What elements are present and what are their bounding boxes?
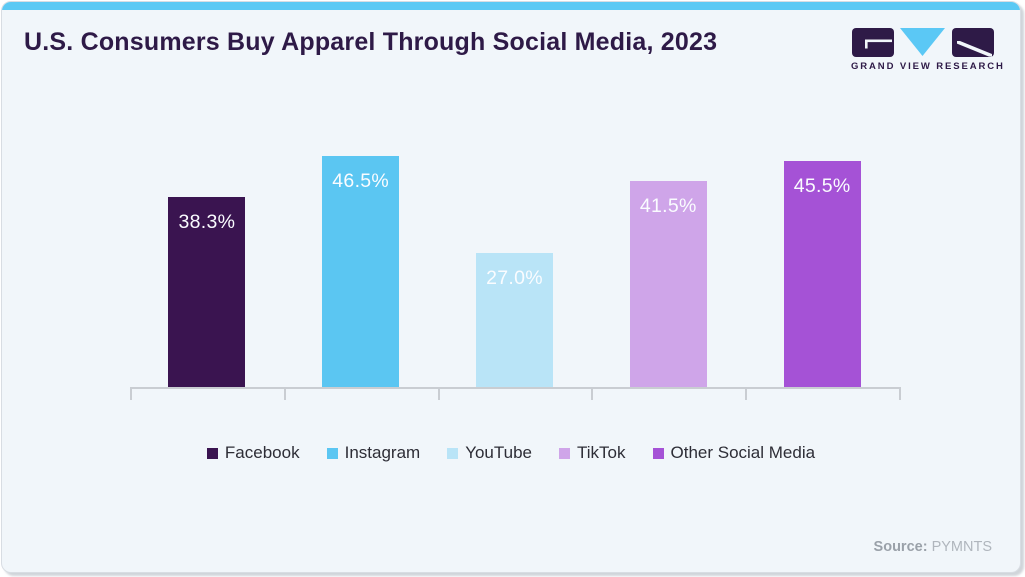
bar-youtube: 27.0% xyxy=(476,252,553,387)
legend-item-youtube: YouTube xyxy=(447,443,532,463)
gvr-logo-icon xyxy=(852,28,994,57)
chart-legend: Facebook Instagram YouTube TikTok Other Soci… xyxy=(2,443,1020,463)
brand-logo: GRAND VIEW RESEARCH xyxy=(851,27,1005,72)
x-axis-tick xyxy=(899,387,901,400)
x-axis-tick xyxy=(283,387,286,400)
bar-instagram: 46.5% xyxy=(322,155,400,387)
bar-tiktok: 41.5% xyxy=(629,180,707,387)
bar-facebook: 38.3% xyxy=(168,196,246,387)
legend-item-tiktok: TikTok xyxy=(559,443,626,463)
card-accent-strip xyxy=(2,2,1020,10)
bar-value-label: 46.5% xyxy=(332,169,390,192)
bar-value-label: 41.5% xyxy=(639,194,697,217)
x-axis-tick xyxy=(437,387,440,400)
source-label: Source: xyxy=(873,539,928,555)
bar-value-label: 45.5% xyxy=(793,174,851,197)
bar-value-label: 38.3% xyxy=(178,210,236,233)
legend-item-instagram: Instagram xyxy=(326,443,421,463)
source-note: Source: PYMNTS xyxy=(874,539,992,555)
x-axis-line xyxy=(130,387,899,389)
chart-title: U.S. Consumers Buy Apparel Through Socia… xyxy=(24,28,718,56)
legend-swatch-icon xyxy=(447,447,459,459)
legend-label: Instagram xyxy=(344,443,421,462)
legend-item-other-social-media: Other Social Media xyxy=(652,443,816,463)
x-axis-tick xyxy=(745,387,748,400)
legend-swatch-icon xyxy=(652,447,664,459)
legend-item-facebook: Facebook xyxy=(206,443,300,463)
legend-label: TikTok xyxy=(577,443,626,462)
source-value: PYMNTS xyxy=(931,539,992,555)
x-axis-tick xyxy=(591,387,594,400)
legend-label: Facebook xyxy=(224,443,300,462)
brand-name: GRAND VIEW RESEARCH xyxy=(851,61,1005,72)
legend-swatch-icon xyxy=(326,447,338,459)
bar-other-social-media: 45.5% xyxy=(783,160,861,387)
legend-label: YouTube xyxy=(465,443,532,462)
legend-label: Other Social Media xyxy=(670,443,816,462)
bar-value-label: 27.0% xyxy=(486,266,543,289)
x-axis-tick xyxy=(130,387,132,400)
legend-swatch-icon xyxy=(206,447,218,459)
legend-swatch-icon xyxy=(559,447,570,459)
